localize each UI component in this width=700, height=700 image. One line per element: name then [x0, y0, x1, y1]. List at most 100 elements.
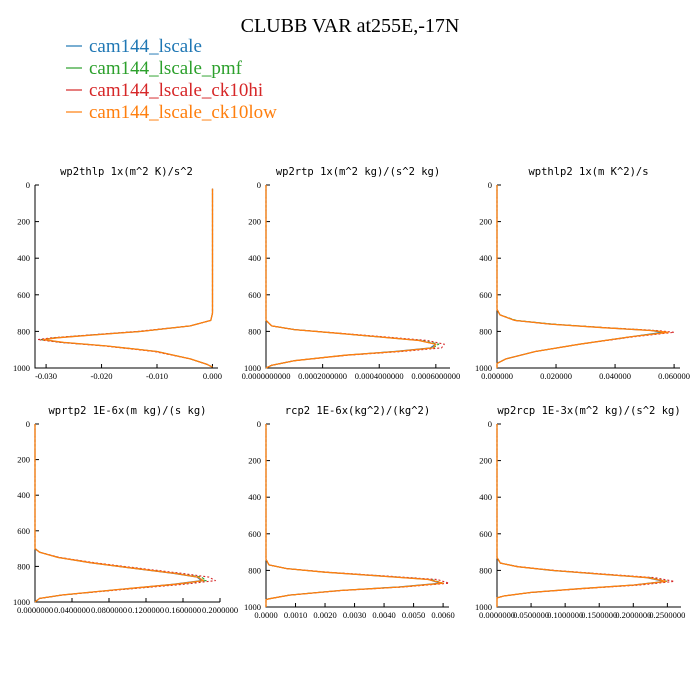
series-line-cam144-lscale-ck10low: [496, 185, 669, 368]
x-tick-label: 0.1000000: [547, 610, 583, 620]
y-tick-label: 600: [17, 290, 30, 300]
x-tick-label: 0.040000: [599, 371, 631, 381]
x-tick-label: -0.020: [91, 371, 113, 381]
legend-label: cam144_lscale_pmf: [89, 58, 243, 79]
legend-item: cam144_lscale_pmf: [66, 58, 243, 79]
series-line-cam144-lscale: [42, 188, 214, 368]
y-tick-label: 200: [17, 455, 30, 465]
series-line-cam144-lscale-ck10hi: [496, 185, 675, 368]
panel: wp2thlp 1x(m^2 K)/s^2 0 200 400 600 800 1000 -0…: [13, 166, 222, 381]
x-tick-label: 0.020000: [540, 371, 572, 381]
y-tick-label: 0: [26, 419, 30, 429]
x-tick-label: 0.0000000: [479, 610, 515, 620]
y-tick-label: 1000: [244, 363, 261, 373]
y-tick-label: 1000: [13, 597, 30, 607]
y-tick-label: 600: [17, 526, 30, 536]
panel-title: wp2rcp 1E-3x(m^2 kg)/(s^2 kg): [497, 405, 680, 417]
y-tick-label: 1000: [475, 363, 492, 373]
x-tick-label: 0.0050: [402, 610, 425, 620]
series-line-cam144-lscale-pmf: [34, 424, 207, 603]
y-tick-label: 0: [257, 180, 261, 190]
figure-title: CLUBB VAR at255E,-17N: [241, 15, 460, 37]
series-line-cam144-lscale: [496, 424, 665, 607]
series-line-cam144-lscale-ck10low: [265, 185, 437, 369]
y-tick-label: 800: [248, 326, 261, 336]
y-tick-label: 600: [248, 290, 261, 300]
x-tick-label: 0.1600000: [165, 605, 201, 615]
x-tick-label: 0.0010: [284, 610, 307, 620]
x-tick-label: 0.0002000000: [298, 371, 347, 381]
x-tick-label: 0.0000000: [17, 605, 53, 615]
x-tick-label: 0.0020: [313, 610, 336, 620]
panel-title: wp2rtp 1x(m^2 kg)/(s^2 kg): [276, 166, 440, 178]
y-tick-label: 200: [17, 217, 30, 227]
y-tick-label: 400: [17, 490, 30, 500]
panel: rcp2 1E-6x(kg^2)/(kg^2) 0 200 400 600 800 1000…: [244, 405, 455, 620]
panel: wp2rtp 1x(m^2 kg)/(s^2 kg) 0 200 400 600 800 1…: [242, 166, 461, 381]
series-line-cam144-lscale-ck10low: [42, 188, 214, 368]
x-tick-label: 0.0006000000: [411, 371, 460, 381]
y-tick-label: 0: [26, 180, 30, 190]
series-line-cam144-lscale-pmf: [39, 188, 214, 368]
y-tick-label: 400: [479, 253, 492, 263]
x-tick-label: 0.1200000: [128, 605, 164, 615]
x-tick-label: 0.0500000: [513, 610, 549, 620]
panel: wpthlp2 1x(m K^2)/s 0 200 400 600 800 10000.00…: [475, 166, 690, 381]
series-line-cam144-lscale-pmf: [496, 424, 668, 607]
panel-grid: wp2thlp 1x(m^2 K)/s^2 0 200 400 600 800 1000 -0…: [13, 166, 690, 620]
legend-label: cam144_lscale_ck10low: [89, 102, 277, 123]
y-tick-label: 600: [248, 529, 261, 539]
series-line-cam144-lscale-pmf: [496, 185, 666, 368]
y-tick-label: 600: [479, 290, 492, 300]
x-tick-label: 0.0000000000: [242, 371, 291, 381]
y-tick-label: 800: [17, 326, 30, 336]
y-tick-label: 200: [248, 217, 261, 227]
series-line-cam144-lscale-ck10hi: [496, 424, 675, 607]
y-tick-label: 200: [479, 456, 492, 466]
y-tick-label: 400: [248, 492, 261, 502]
axis-frame: [34, 185, 218, 369]
panel-title: rcp2 1E-6x(kg^2)/(kg^2): [285, 405, 430, 417]
legend: cam144_lscalecam144_lscale_pmfcam144_lsc…: [66, 36, 277, 123]
legend-label: cam144_lscale_ck10hi: [89, 80, 263, 101]
legend-item: cam144_lscale_ck10low: [66, 102, 277, 123]
x-tick-label: 0.0400000: [54, 605, 90, 615]
y-tick-label: 1000: [13, 363, 30, 373]
y-tick-label: 0: [488, 419, 492, 429]
x-tick-label: 0.060000: [658, 371, 690, 381]
x-tick-label: 0.0000: [254, 610, 277, 620]
x-tick-label: 0.0004000000: [355, 371, 404, 381]
y-tick-label: 200: [479, 217, 492, 227]
series-line-cam144-lscale-ck10hi: [37, 188, 214, 368]
y-tick-label: 1000: [475, 602, 492, 612]
y-tick-label: 400: [17, 253, 30, 263]
y-tick-label: 800: [479, 326, 492, 336]
x-tick-label: 0.000: [203, 371, 222, 381]
series-line-cam144-lscale: [265, 424, 441, 607]
panel: wprtp2 1E-6x(m kg)/(s kg) 0 200 400 600 800 10…: [13, 405, 238, 615]
y-tick-label: 600: [479, 529, 492, 539]
series-line-cam144-lscale-ck10low: [496, 424, 667, 607]
y-tick-label: 200: [248, 456, 261, 466]
series-line-cam144-lscale-pmf: [265, 424, 444, 607]
y-tick-label: 1000: [244, 602, 261, 612]
legend-item: cam144_lscale: [66, 36, 202, 57]
y-tick-label: 0: [488, 180, 492, 190]
x-tick-label: 0.2000000: [202, 605, 238, 615]
y-tick-label: 400: [479, 492, 492, 502]
legend-item: cam144_lscale_ck10hi: [66, 80, 263, 101]
x-tick-label: 0.2000000: [615, 610, 651, 620]
y-tick-label: 800: [479, 565, 492, 575]
x-tick-label: -0.010: [146, 371, 168, 381]
axis-frame: [265, 185, 450, 369]
y-tick-label: 0: [257, 419, 261, 429]
x-tick-label: 0.000000: [481, 371, 513, 381]
series-line-cam144-lscale-ck10low: [265, 424, 444, 607]
y-tick-label: 800: [248, 565, 261, 575]
x-tick-label: 0.0030: [343, 610, 366, 620]
panel-title: wp2thlp 1x(m^2 K)/s^2: [60, 166, 193, 178]
y-tick-label: 800: [17, 561, 30, 571]
panel-title: wpthlp2 1x(m K^2)/s: [528, 166, 648, 178]
x-tick-label: 0.0060: [431, 610, 454, 620]
